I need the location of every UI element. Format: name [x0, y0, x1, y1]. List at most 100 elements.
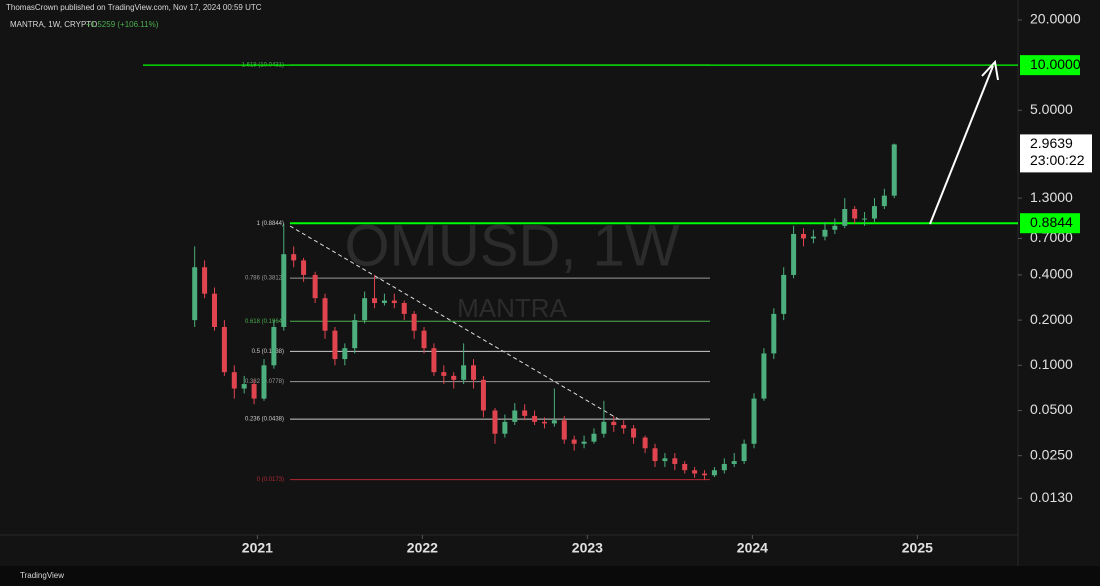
- level-label-box: [1020, 213, 1080, 234]
- candle-body: [791, 233, 797, 275]
- last-price-box: [1020, 134, 1092, 173]
- candle-body: [571, 439, 577, 444]
- candle-body: [461, 365, 467, 380]
- candle-body: [810, 236, 816, 239]
- candle-body: [652, 448, 658, 462]
- candle-body: [862, 218, 868, 220]
- candle-body: [692, 470, 698, 474]
- y-tick-label: 1.3000: [1030, 189, 1073, 205]
- candle-body: [852, 209, 858, 219]
- candle-body: [322, 298, 328, 331]
- candle-body: [721, 463, 727, 471]
- plot: 1.618 (10.0431)1 (0.8844)0.786 (0.3812)0…: [143, 62, 1018, 483]
- candle-body: [801, 233, 807, 239]
- brand: TradingView: [20, 571, 64, 580]
- candle-body: [372, 298, 378, 304]
- fib-label: 0.236 (0.0438): [245, 417, 284, 423]
- y-tick-label: 0.2000: [1030, 311, 1073, 327]
- candle-body: [611, 421, 617, 426]
- y-tick-label: 0.4000: [1030, 266, 1073, 282]
- y-tick-label: 5.0000: [1030, 101, 1073, 117]
- candle-body: [451, 375, 457, 380]
- symbol: MANTRA, 1W, CRYPTO: [10, 20, 97, 29]
- candle-body: [551, 420, 557, 424]
- candle-body: [711, 470, 717, 476]
- candle-body: [561, 420, 567, 440]
- candle-body: [211, 293, 217, 327]
- arrow: [929, 59, 999, 225]
- candle-body: [421, 330, 427, 349]
- level-label-box: [1020, 55, 1080, 76]
- candle-body: [541, 421, 547, 424]
- candle-body: [702, 473, 708, 476]
- candle-body: [471, 365, 477, 380]
- candle-body: [672, 458, 678, 464]
- candle-body: [832, 225, 838, 230]
- candle-body: [231, 372, 237, 389]
- candle-body: [441, 372, 447, 376]
- x-tick-label: 2024: [737, 540, 768, 556]
- arrow-head: [981, 59, 999, 81]
- arrow-line: [929, 65, 994, 225]
- candle-body: [512, 410, 518, 422]
- candle-body: [522, 410, 528, 416]
- candle-body: [631, 428, 637, 438]
- candle-body: [362, 298, 368, 321]
- candle-body: [591, 433, 597, 442]
- candle-body: [682, 463, 688, 471]
- fib-label: 0.618 (0.1964): [245, 319, 284, 325]
- publisher: ThomasCrown published on TradingView.com…: [6, 3, 262, 12]
- candle-body: [312, 274, 318, 299]
- candle-body: [342, 348, 348, 360]
- candle-body: [332, 330, 338, 360]
- candle-body: [480, 379, 486, 411]
- candle-body: [642, 437, 648, 449]
- candle-body: [411, 313, 417, 331]
- candle-body: [291, 254, 297, 261]
- candle-body: [281, 254, 287, 327]
- y-tick-label: 0.1000: [1030, 356, 1073, 372]
- footer: [0, 566, 1100, 586]
- x-tick-label: 2023: [572, 540, 603, 556]
- candle-body: [751, 398, 757, 444]
- candle-body: [202, 267, 208, 294]
- candle-body: [301, 260, 307, 275]
- fib-label: 0 (0.0173): [257, 477, 284, 483]
- change: +1.5259 (+106.11%): [86, 20, 159, 29]
- candle-body: [731, 461, 737, 464]
- x-tick-label: 2025: [902, 540, 933, 556]
- y-tick-label: 0.0250: [1030, 446, 1073, 462]
- candle-body: [271, 326, 277, 366]
- candle-body: [251, 384, 257, 399]
- x-tick-label: 2022: [407, 540, 438, 556]
- y-tick-label: 20.0000: [1030, 11, 1081, 27]
- candle-body: [581, 441, 587, 444]
- y-tick-label: 0.0130: [1030, 489, 1073, 505]
- candle-body: [822, 229, 828, 237]
- candle-body: [192, 267, 198, 321]
- x-tick-label: 2021: [242, 540, 273, 556]
- last-price: 2.9639: [1030, 135, 1073, 151]
- candle-body: [261, 365, 267, 399]
- candle-body: [891, 144, 897, 196]
- candle-body: [871, 206, 877, 219]
- fib-label: 0.5 (0.1238): [252, 349, 284, 355]
- candle-body: [431, 348, 437, 373]
- candle-body: [381, 300, 387, 304]
- y-tick-label: 0.0500: [1030, 401, 1073, 417]
- candle-body: [781, 274, 787, 314]
- candle-body: [241, 384, 247, 389]
- trend-line: [289, 225, 621, 421]
- candle-body: [771, 313, 777, 354]
- candle-body: [842, 209, 848, 226]
- candle-body: [881, 195, 887, 207]
- candle-body: [352, 320, 358, 349]
- candle-body: [761, 353, 767, 399]
- candle-body: [621, 425, 627, 429]
- fib-label: 0.786 (0.3812): [245, 276, 284, 282]
- candle-body: [221, 326, 227, 373]
- candle-body: [401, 303, 407, 314]
- watermark-sub: MANTRA: [457, 293, 567, 323]
